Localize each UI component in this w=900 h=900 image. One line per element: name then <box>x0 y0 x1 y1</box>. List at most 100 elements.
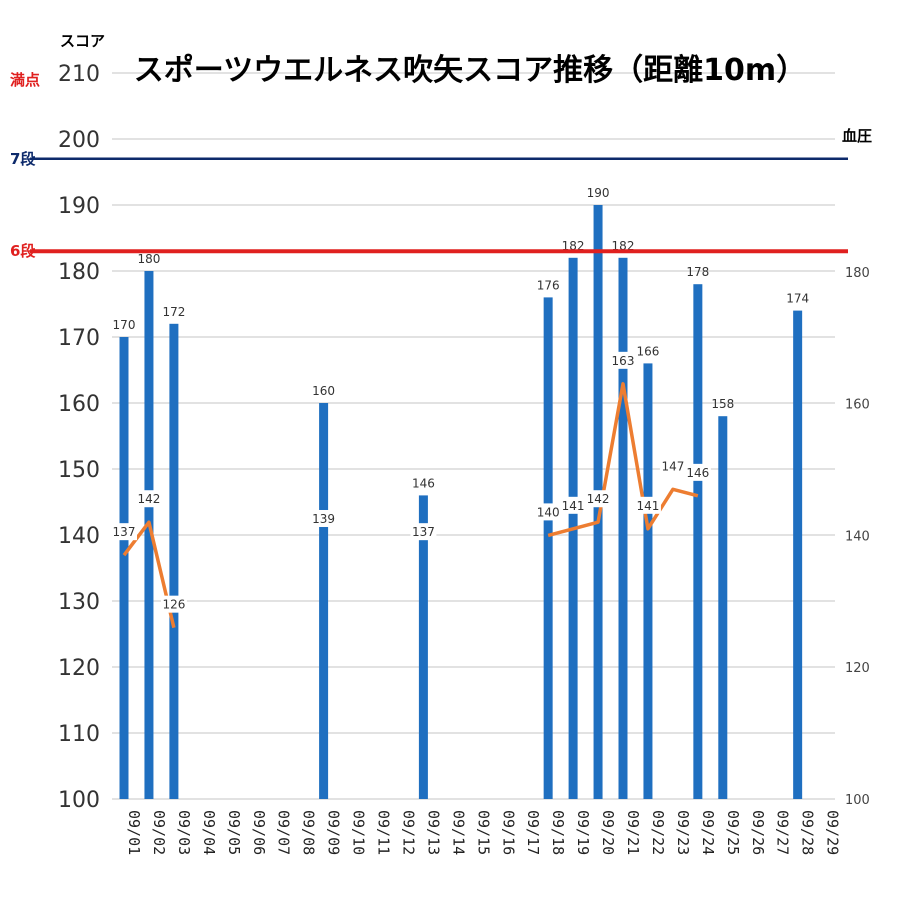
reference-line-label: 6段 <box>10 242 35 260</box>
bar <box>718 416 728 799</box>
y-axis-right: 100 120 140 160 180 <box>845 266 870 808</box>
x-tick-label: 09/23 <box>674 810 692 855</box>
y-tick-left-label: 110 <box>58 722 100 747</box>
y-tick-left-label: 160 <box>58 392 100 417</box>
bar <box>618 257 628 799</box>
line-data-label: 141 <box>562 499 585 513</box>
line-data-label: 139 <box>312 512 335 526</box>
line-data-label: 137 <box>412 525 435 539</box>
y-tick-right-label: 120 <box>845 661 870 676</box>
x-tick-label: 09/16 <box>499 810 517 855</box>
line-data-label: 146 <box>686 466 709 480</box>
x-tick-label: 09/13 <box>424 810 442 855</box>
y-tick-left-label: 150 <box>58 458 100 483</box>
line-data-label: 137 <box>113 525 136 539</box>
line-data-label: 163 <box>612 354 635 368</box>
line-data-label: 147 <box>661 459 684 473</box>
reference-line-label: 満点 <box>10 71 40 89</box>
y-tick-right-label: 180 <box>845 266 870 281</box>
x-tick-label: 09/18 <box>549 810 567 855</box>
bar <box>793 310 803 799</box>
line-label-background <box>610 351 636 369</box>
y-tick-right-label: 160 <box>845 398 870 413</box>
x-tick-label: 09/10 <box>350 810 368 855</box>
line-data-label: 142 <box>587 492 610 506</box>
bar <box>418 495 428 799</box>
bar-data-label: 166 <box>636 344 659 358</box>
y-tick-left-label: 100 <box>58 788 100 813</box>
y-tick-left-label: 140 <box>58 524 100 549</box>
line-label-background <box>160 595 187 613</box>
line-label-background <box>535 503 562 521</box>
bar <box>543 297 553 799</box>
x-tick-label: 09/07 <box>275 810 293 855</box>
x-tick-label: 09/21 <box>624 810 642 855</box>
x-tick-label: 09/24 <box>699 810 717 855</box>
y-tick-left-label: 130 <box>58 590 100 615</box>
x-tick-label: 09/27 <box>774 810 792 855</box>
x-tick-label: 09/05 <box>225 810 243 855</box>
y-tick-right-label: 140 <box>845 529 870 544</box>
y-tick-left-label: 180 <box>58 260 100 285</box>
x-tick-label: 09/09 <box>325 810 343 855</box>
x-tick-label: 09/20 <box>599 810 617 855</box>
bar-data-label: 180 <box>137 252 160 266</box>
reference-line-label: 7段 <box>10 150 35 168</box>
bar-data-label: 176 <box>537 278 560 292</box>
line-label-background <box>410 523 437 541</box>
gridlines <box>112 72 835 800</box>
y-axis-left: 100 110 120 130 140 150 160 170 180 190 200 210 <box>58 62 100 813</box>
line-label-background <box>659 457 686 475</box>
y-axis-right-title: 血圧 <box>842 127 872 145</box>
x-tick-label: 09/29 <box>824 810 842 855</box>
line-label-background <box>135 490 162 508</box>
line-label-background <box>684 463 711 481</box>
line-label-background <box>634 496 661 514</box>
bar <box>643 363 653 799</box>
line-label-background <box>585 490 612 508</box>
bar-data-label: 190 <box>587 186 610 200</box>
bar-data-label: 170 <box>113 318 136 332</box>
y-tick-left-label: 210 <box>58 62 100 87</box>
bar <box>319 403 329 799</box>
x-tick-label: 09/06 <box>250 810 268 855</box>
x-tick-label: 09/08 <box>300 810 318 855</box>
bar-data-label: 172 <box>162 305 185 319</box>
bar <box>169 323 179 799</box>
y-tick-left-label: 120 <box>58 656 100 681</box>
bar <box>119 337 129 799</box>
x-tick-label: 09/14 <box>449 810 467 855</box>
y-tick-right-label: 100 <box>845 793 870 808</box>
bar-data-label: 158 <box>711 397 734 411</box>
line-label-background <box>310 509 337 527</box>
bar-data-label: 174 <box>786 292 809 306</box>
x-tick-label: 09/22 <box>649 810 667 855</box>
x-axis: 09/01 09/02 09/03 09/04 09/05 09/06 09/07 09/08… <box>125 810 842 855</box>
x-tick-label: 09/02 <box>150 810 168 855</box>
line-data-label: 141 <box>636 499 659 513</box>
x-tick-label: 09/26 <box>749 810 767 855</box>
x-tick-label: 09/15 <box>474 810 492 855</box>
bar-data-label: 160 <box>312 384 335 398</box>
x-tick-label: 09/17 <box>524 810 542 855</box>
x-tick-label: 09/28 <box>799 810 817 855</box>
y-axis-left-title: スコア <box>60 32 105 50</box>
line-data-label: 142 <box>137 492 160 506</box>
chart-title: スポーツウエルネス吹矢スコア推移（距離10m） <box>134 53 806 88</box>
y-tick-left-label: 170 <box>58 326 100 351</box>
bar <box>144 271 154 799</box>
line-label-background <box>560 496 587 514</box>
x-tick-label: 09/11 <box>375 810 393 855</box>
y-tick-left-label: 190 <box>58 194 100 219</box>
line-data-label: 140 <box>537 505 560 519</box>
x-tick-label: 09/01 <box>125 810 143 855</box>
x-tick-label: 09/04 <box>200 810 218 855</box>
x-tick-label: 09/19 <box>574 810 592 855</box>
y-tick-left-label: 200 <box>58 128 100 153</box>
line-label-background <box>111 523 137 541</box>
bp-line-segment <box>122 520 176 629</box>
bar-data-label: 178 <box>686 265 709 279</box>
